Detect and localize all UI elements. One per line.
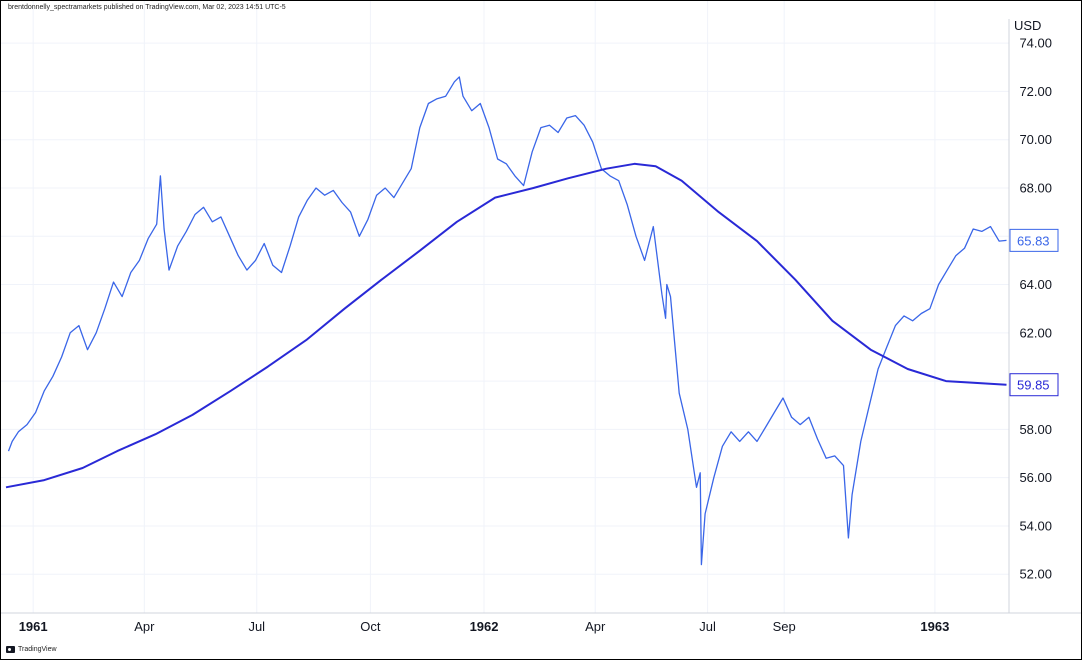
y-tick-label: 64.00 bbox=[1019, 277, 1052, 292]
y-tick-label: 68.00 bbox=[1019, 180, 1052, 195]
x-axis-ticks: 1961 Apr Jul Oct 1962 Apr Jul Sep 1963 bbox=[19, 619, 950, 634]
x-tick-label: Jul bbox=[248, 619, 265, 634]
tradingview-logo: TradingView bbox=[6, 646, 57, 653]
last-value-badges: 65.83 59.85 bbox=[1009, 228, 1059, 397]
moving-average-badge-box bbox=[1009, 373, 1059, 397]
moving-average-line bbox=[5, 162, 1007, 489]
y-tick-label: 72.00 bbox=[1019, 84, 1052, 99]
y-tick-label: 58.00 bbox=[1019, 422, 1052, 437]
price-last-value-badge: 65.83 bbox=[1009, 228, 1059, 252]
y-tick-label: 62.00 bbox=[1019, 325, 1052, 340]
x-tick-label: Sep bbox=[773, 619, 796, 634]
y-tick-label: 52.00 bbox=[1019, 567, 1052, 582]
series-layer bbox=[5, 76, 1007, 566]
price-badge-box bbox=[1009, 228, 1059, 252]
x-tick-label: Oct bbox=[360, 619, 381, 634]
tradingview-logo-icon bbox=[6, 646, 15, 653]
x-tick-label: 1961 bbox=[19, 619, 48, 634]
currency-label: USD bbox=[1014, 18, 1041, 33]
x-tick-label: 1962 bbox=[470, 619, 499, 634]
y-tick-label: 70.00 bbox=[1019, 132, 1052, 147]
x-tick-label: Jul bbox=[699, 619, 716, 634]
y-tick-label: 56.00 bbox=[1019, 470, 1052, 485]
moving-average-badge-value: 59.85 bbox=[1017, 378, 1050, 393]
price-line bbox=[7, 76, 1007, 566]
tradingview-logo-text: TradingView bbox=[18, 646, 57, 653]
price-badge-value: 65.83 bbox=[1017, 233, 1050, 248]
publisher-attribution: brentdonnelly_spectramarkets published o… bbox=[8, 4, 286, 11]
y-tick-label: 54.00 bbox=[1019, 518, 1052, 533]
x-tick-label: 1963 bbox=[920, 619, 949, 634]
x-tick-label: Apr bbox=[134, 619, 155, 634]
y-axis-ticks: 52.0054.0056.0058.0060.0062.0064.0066.00… bbox=[1019, 36, 1052, 582]
x-tick-label: Apr bbox=[585, 619, 606, 634]
grid-lines bbox=[1, 1, 1009, 613]
moving-average-last-value-badge: 59.85 bbox=[1009, 373, 1059, 397]
y-tick-label: 74.00 bbox=[1019, 36, 1052, 51]
